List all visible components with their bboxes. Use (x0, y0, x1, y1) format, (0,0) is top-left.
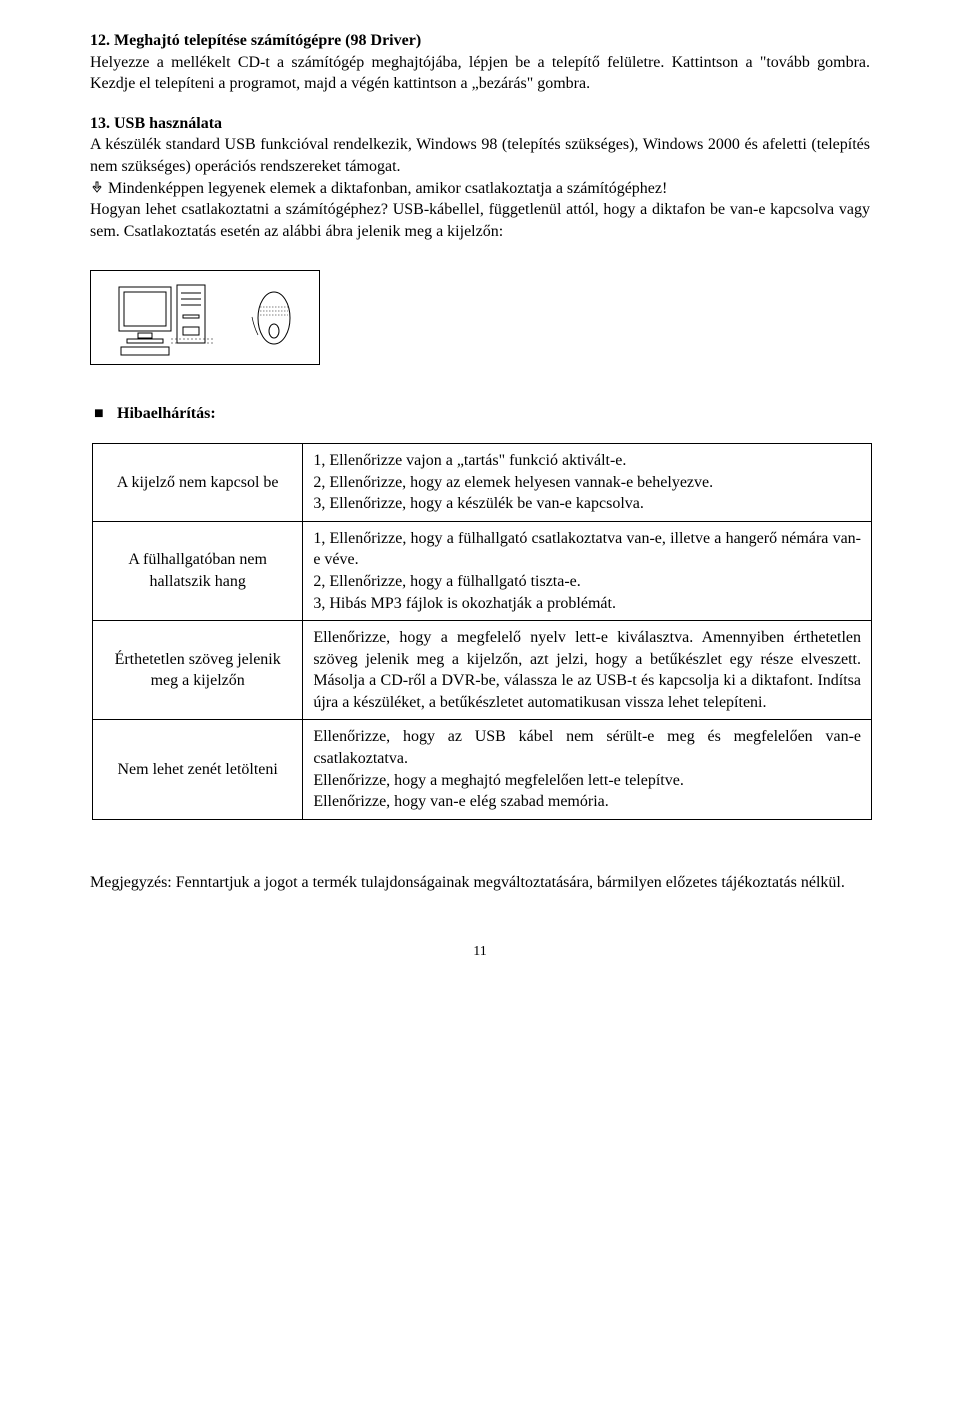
table-row: Érthetetlen szöveg jelenik meg a kijelző… (93, 621, 872, 720)
problem-cell: Érthetetlen szöveg jelenik meg a kijelző… (93, 621, 303, 720)
section-13-body-3: Hogyan lehet csatlakoztatni a számítógép… (90, 201, 870, 240)
section-13-body-1: A készülék standard USB funkcióval rende… (90, 136, 870, 175)
solution-cell: Ellenőrizze, hogy az USB kábel nem sérül… (303, 720, 872, 819)
section-13-title: 13. USB használata (90, 115, 222, 132)
section-13-body-2: Mindenképpen legyenek elemek a diktafonb… (108, 180, 667, 197)
troubleshoot-table: A kijelző nem kapcsol be 1, Ellenőrizze … (92, 443, 872, 820)
solution-cell: Ellenőrizze, hogy a megfelelő nyelv lett… (303, 621, 872, 720)
solution-cell: 1, Ellenőrizze, hogy a fülhallgató csatl… (303, 521, 872, 620)
usb-connection-diagram (90, 270, 320, 365)
section-12-title: 12. Meghajtó telepítése számítógépre (98… (90, 32, 421, 49)
problem-cell: Nem lehet zenét letölteni (93, 720, 303, 819)
problem-cell: A fülhallgatóban nem hallatszik hang (93, 521, 303, 620)
hand-pointer-icon (90, 180, 108, 197)
computer-icon (113, 279, 223, 357)
table-row: A fülhallgatóban nem hallatszik hang 1, … (93, 521, 872, 620)
troubleshoot-heading: Hibaelhárítás: (117, 405, 216, 422)
table-row: Nem lehet zenét letölteni Ellenőrizze, h… (93, 720, 872, 819)
footer-note: Megjegyzés: Fenntartjuk a jogot a termék… (90, 872, 870, 894)
table-row: A kijelző nem kapcsol be 1, Ellenőrizze … (93, 443, 872, 521)
problem-cell: A kijelző nem kapcsol be (93, 443, 303, 521)
section-12-body: Helyezze a mellékelt CD-t a számítógép m… (90, 54, 870, 93)
page-number: 11 (90, 943, 870, 962)
square-bullet-icon: ■ (94, 405, 117, 422)
dictaphone-icon (250, 287, 298, 349)
solution-cell: 1, Ellenőrizze vajon a „tartás" funkció … (303, 443, 872, 521)
